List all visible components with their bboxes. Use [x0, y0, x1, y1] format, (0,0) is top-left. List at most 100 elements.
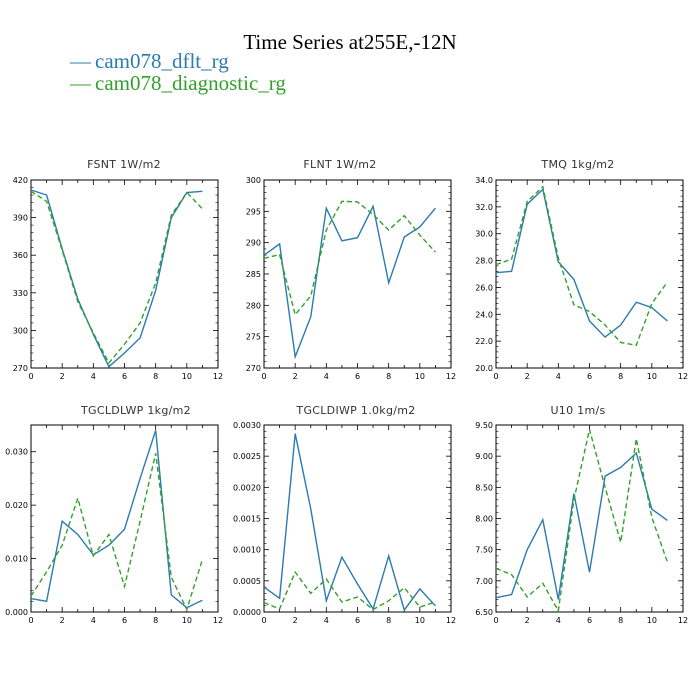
figure-title: Time Series at255E,-12N [243, 30, 457, 54]
series-line-dflt [495, 451, 668, 600]
y-tick-label: 7.00 [475, 577, 493, 586]
y-tick-label: 20.0 [475, 364, 493, 373]
y-tick-label: 9.50 [475, 421, 493, 430]
x-tick-label: 2 [293, 616, 298, 625]
panel-title-tgcldlwp: TGCLDLWP 1kg/m2 [81, 404, 191, 417]
y-tick-label: 30.0 [475, 230, 493, 239]
panel-title-u10: U10 1m/s [550, 404, 606, 417]
legend-entry-diagnostic: — cam078_diagnostic_rg [70, 71, 286, 96]
x-tick-label: 4 [324, 372, 329, 381]
x-tick-label: 12 [678, 372, 688, 381]
y-tick-label: 0.0020 [233, 483, 261, 492]
x-tick-label: 6 [122, 372, 127, 381]
series-line-diagnostic [263, 570, 436, 611]
y-tick-label: 28.0 [475, 257, 493, 266]
legend-label-diagnostic: cam078_diagnostic_rg [95, 71, 286, 95]
y-tick-label: 0.0010 [233, 546, 261, 555]
x-tick-label: 0 [28, 616, 33, 625]
y-tick-label: 22.0 [475, 337, 493, 346]
y-tick-label: 7.50 [475, 546, 493, 555]
x-tick-label: 0 [493, 372, 498, 381]
series-line-dflt [263, 204, 436, 360]
x-tick-label: 0 [261, 616, 266, 625]
x-tick-label: 0 [493, 616, 498, 625]
y-tick-label: 270 [13, 364, 28, 373]
y-tick-label: 270 [246, 364, 261, 373]
y-tick-label: 0.000 [5, 608, 28, 617]
y-tick-label: 32.0 [475, 203, 493, 212]
series-line-dflt [30, 189, 203, 368]
series-line-diagnostic [30, 453, 204, 612]
x-tick-label: 4 [324, 616, 329, 625]
series-line-diagnostic [30, 190, 203, 365]
y-tick-label: 6.50 [475, 608, 493, 617]
x-tick-label: 10 [647, 372, 657, 381]
x-tick-label: 12 [213, 372, 223, 381]
y-tick-label: 360 [13, 251, 28, 260]
x-tick-label: 12 [213, 616, 223, 625]
x-tick-label: 4 [556, 372, 561, 381]
y-tick-label: 0.010 [5, 555, 28, 564]
y-tick-label: 0.030 [5, 448, 28, 457]
y-tick-label: 420 [13, 176, 28, 185]
x-tick-label: 8 [153, 616, 158, 625]
legend-label-dflt: cam078_dflt_rg [95, 49, 229, 73]
x-tick-label: 10 [182, 372, 192, 381]
y-tick-label: 0.0005 [233, 577, 261, 586]
x-tick-label: 2 [293, 372, 298, 381]
series-line-dflt [30, 430, 203, 609]
x-tick-label: 12 [678, 616, 688, 625]
x-tick-label: 2 [60, 616, 65, 625]
series-line-diagnostic [263, 200, 436, 317]
x-tick-label: 6 [587, 616, 592, 625]
panel-title-tgcldiwp: TGCLDIWP 1.0kg/m2 [296, 404, 416, 417]
y-tick-label: 0.020 [5, 501, 28, 510]
x-tick-label: 0 [261, 372, 266, 381]
legend-entry-dflt: — cam078_dflt_rg [70, 49, 229, 74]
series-line-dflt [495, 188, 668, 339]
y-tick-label: 24.0 [475, 310, 493, 319]
panel-title-flnt: FLNT 1W/m2 [303, 158, 377, 171]
y-tick-label: 0.0000 [233, 608, 261, 617]
x-tick-label: 2 [525, 372, 530, 381]
y-tick-label: 390 [13, 214, 28, 223]
x-tick-label: 2 [525, 616, 530, 625]
y-tick-label: 34.0 [475, 176, 493, 185]
x-tick-label: 8 [386, 372, 391, 381]
y-tick-label: 0.0030 [233, 421, 261, 430]
x-tick-label: 8 [386, 616, 391, 625]
x-tick-label: 12 [446, 616, 456, 625]
x-tick-label: 6 [355, 372, 360, 381]
y-tick-label: 26.0 [475, 283, 493, 292]
series-line-diagnostic [495, 185, 668, 346]
y-tick-label: 280 [246, 301, 261, 310]
x-tick-label: 10 [647, 616, 657, 625]
x-tick-label: 4 [556, 616, 561, 625]
series-line-dflt [263, 433, 436, 612]
x-tick-label: 0 [28, 372, 33, 381]
y-tick-label: 285 [246, 270, 261, 279]
x-tick-label: 8 [618, 616, 623, 625]
y-tick-label: 0.0015 [233, 515, 261, 524]
y-tick-label: 330 [13, 289, 28, 298]
plot-frame [495, 424, 684, 613]
y-tick-label: 9.00 [475, 452, 493, 461]
panel-title-fsnt: FSNT 1W/m2 [87, 158, 161, 171]
y-tick-label: 275 [246, 333, 261, 342]
y-tick-label: 0.0025 [233, 452, 261, 461]
series-line-diagnostic [495, 429, 669, 613]
legend-line-marker: — [70, 71, 91, 95]
y-tick-label: 8.50 [475, 483, 493, 492]
x-tick-label: 10 [415, 616, 425, 625]
plot-frame [263, 179, 452, 369]
x-tick-label: 10 [415, 372, 425, 381]
x-tick-label: 8 [153, 372, 158, 381]
x-tick-label: 6 [587, 372, 592, 381]
x-tick-label: 4 [91, 616, 96, 625]
x-tick-label: 10 [182, 616, 192, 625]
x-tick-label: 8 [618, 372, 623, 381]
panel-title-tmq: TMQ 1kg/m2 [541, 158, 615, 171]
x-tick-label: 12 [446, 372, 456, 381]
y-tick-label: 300 [246, 176, 261, 185]
